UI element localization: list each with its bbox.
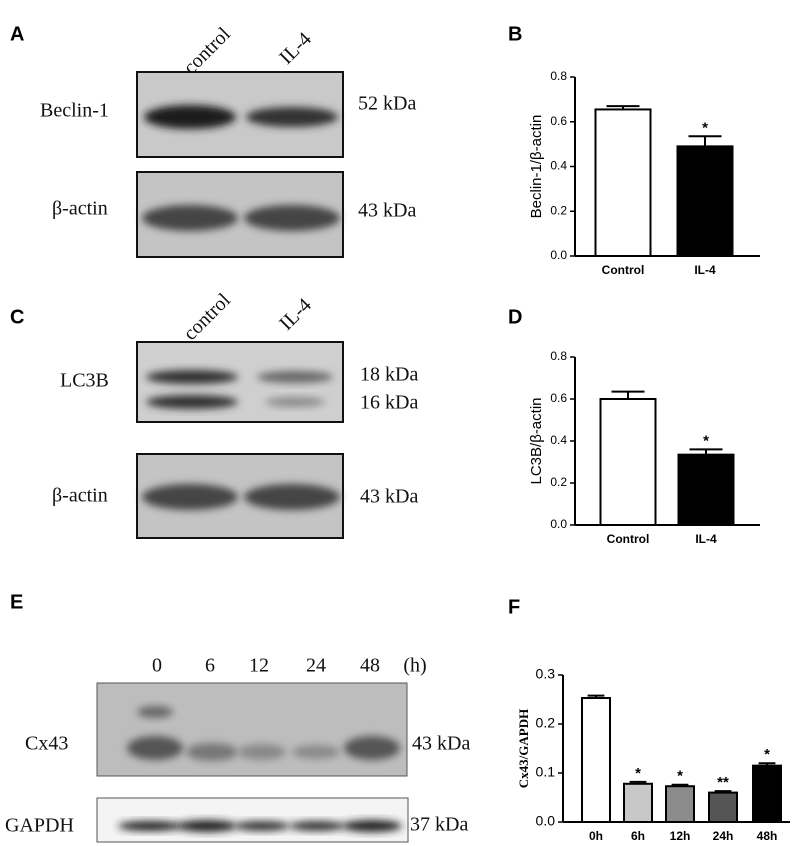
y-tick-label: 0.8	[550, 69, 567, 83]
lane-label: 6	[205, 655, 215, 677]
x-tick-label: 6h	[631, 829, 645, 843]
row-label: β-actin	[52, 198, 108, 220]
y-tick-label: 0.1	[536, 764, 556, 780]
y-tick-label: 0.8	[550, 349, 567, 363]
bar	[752, 764, 782, 824]
lane-label: 24	[306, 655, 326, 677]
size-label: 37 kDa	[410, 814, 468, 836]
y-tick-label: 0.3	[536, 666, 556, 682]
bar	[581, 697, 611, 824]
blot	[136, 71, 344, 258]
y-tick-label: 0.0	[550, 248, 567, 262]
significance-label: *	[677, 768, 683, 785]
y-tick-label: 0.2	[550, 203, 567, 217]
lane-label: IL-4	[275, 294, 316, 335]
x-tick-label: Control	[607, 532, 650, 546]
row-label: Cx43	[25, 733, 68, 755]
row-label: β-actin	[52, 485, 108, 507]
lane-label: control	[179, 289, 235, 345]
x-tick-label: 12h	[670, 829, 691, 843]
bar	[599, 398, 657, 526]
x-tick-label: IL-4	[694, 263, 716, 277]
size-label: 18 kDa	[360, 364, 418, 386]
significance-label: *	[764, 746, 770, 763]
x-tick-label: Control	[602, 263, 645, 277]
y-tick-label: 0.4	[550, 433, 567, 447]
size-label: 43 kDa	[412, 733, 470, 755]
bar	[623, 782, 653, 824]
lane-unit: (h)	[403, 655, 426, 677]
lane-label: 12	[249, 655, 269, 677]
panel-label: C	[10, 306, 24, 328]
lane-label: 48	[360, 655, 380, 677]
y-tick-label: 0.6	[550, 114, 567, 128]
row-label: LC3B	[60, 370, 109, 392]
size-label: 52 kDa	[358, 93, 416, 115]
y-tick-label: 0.4	[550, 159, 567, 173]
panel-label: A	[10, 23, 24, 45]
y-axis-label: Cx43/GAPDH	[516, 709, 531, 788]
y-tick-label: 0.2	[536, 715, 556, 731]
significance-label: *	[702, 119, 708, 136]
size-label: 16 kDa	[360, 392, 418, 414]
y-tick-label: 0.2	[550, 475, 567, 489]
y-tick-label: 0.6	[550, 391, 567, 405]
blot	[136, 341, 344, 539]
x-tick-label: 24h	[713, 829, 734, 843]
significance-label: *	[703, 432, 709, 449]
bar	[665, 785, 695, 823]
y-axis-label: LC3B/β-actin	[528, 398, 545, 485]
bar	[677, 453, 735, 526]
blot	[96, 682, 409, 843]
size-label: 43 kDa	[360, 486, 418, 508]
row-label: GAPDH	[5, 815, 74, 837]
significance-label: *	[635, 765, 641, 782]
x-tick-label: IL-4	[695, 532, 717, 546]
x-tick-label: 0h	[589, 829, 603, 843]
panel-label: E	[10, 591, 23, 613]
x-tick-label: 48h	[757, 829, 778, 843]
lane-label: 0	[152, 655, 162, 677]
y-tick-label: 0.0	[536, 813, 556, 829]
panel-label: D	[508, 306, 522, 328]
bar	[594, 108, 652, 257]
bar	[708, 791, 738, 823]
row-label: Beclin-1	[40, 100, 109, 122]
significance-label: **	[717, 774, 729, 791]
size-label: 43 kDa	[358, 200, 416, 222]
y-axis-label: Beclin-1/β-actin	[528, 115, 545, 219]
y-tick-label: 0.0	[550, 517, 567, 531]
bar	[676, 145, 734, 257]
lane-label: control	[179, 23, 235, 79]
panel-label: F	[508, 596, 520, 618]
panel-label: B	[508, 23, 522, 45]
lane-label: IL-4	[275, 28, 316, 69]
